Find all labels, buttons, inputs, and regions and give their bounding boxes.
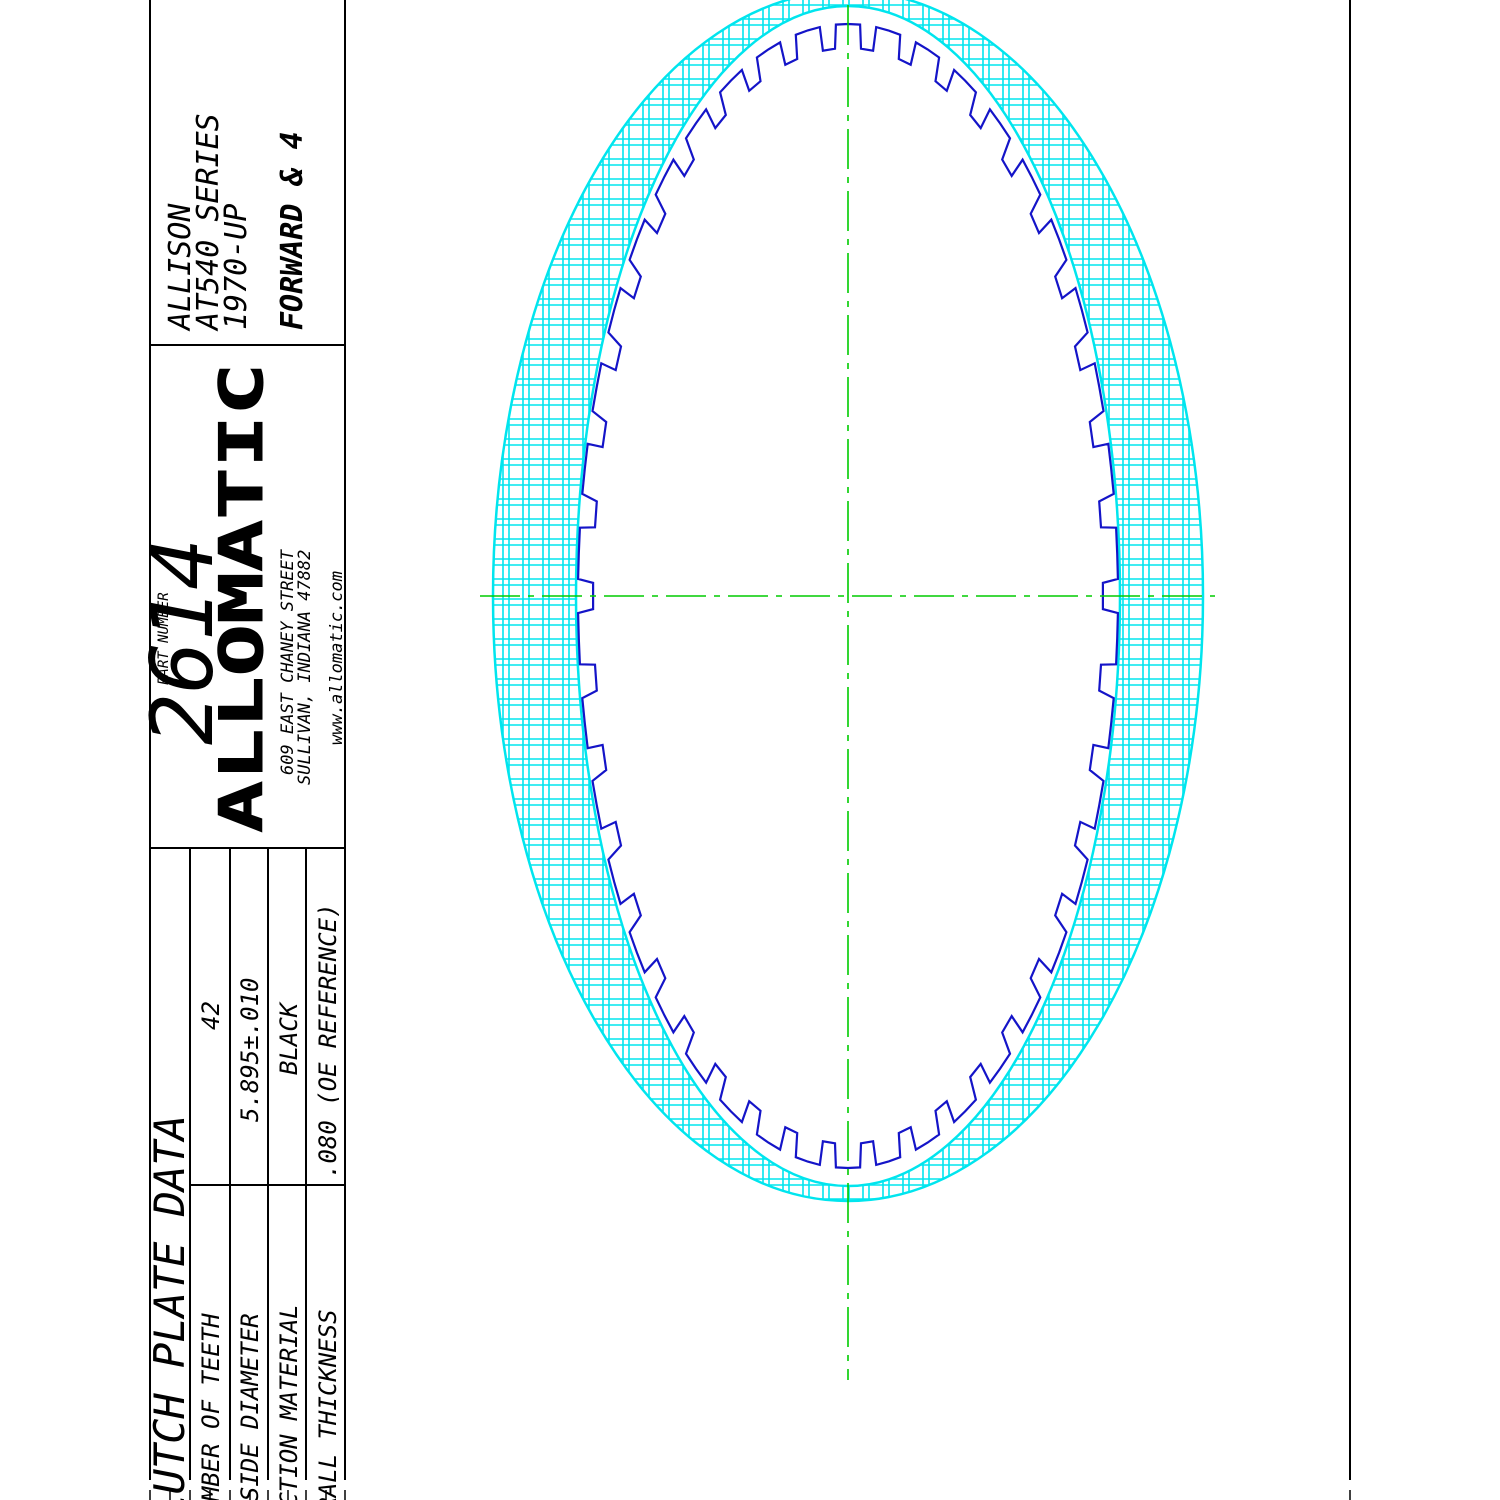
part-number-label: PART NUMBER (156, 592, 172, 685)
application-line-1: ALLISON (163, 203, 198, 332)
teeth-value: 42 (197, 1001, 225, 1030)
application-box: ALLISON AT540 SERIES 1970-UP FORWARD & 4 (163, 113, 310, 332)
clutch-plate-drawing (480, 0, 1215, 1380)
address-line-1: 609 EAST CHANEY STREET (278, 548, 298, 775)
clutch-plate-data-table: CLUTCH PLATE DATA NUMBER OF TEETH 42 INS… (145, 903, 342, 1500)
application-line-4: FORWARD & 4 (275, 131, 310, 330)
sheet-border (149, 0, 1351, 1480)
overall-thickness-label: OVERALL THICKNESS (314, 1309, 342, 1500)
address-line-2: SULLIVAN, INDIANA 47882 (295, 550, 315, 785)
title-block: PART NUMBER 2614 ALLOMATIC 609 EAST CHAN… (133, 363, 347, 834)
company-logo: ALLOMATIC (207, 363, 277, 833)
internal-spline-teeth (576, 22, 1120, 1170)
friction-material-label: FRICTION MATERIAL (275, 1304, 303, 1500)
friction-material-value: BLACK (275, 1001, 303, 1075)
bottom-tick-marks (149, 1490, 1351, 1500)
overall-thickness-value: .080 (OE REFERENCE) (314, 903, 342, 1178)
part-number: 2614 (133, 538, 233, 745)
inside-diameter-value: 5.895±.010 (236, 978, 264, 1123)
data-table-heading: CLUTCH PLATE DATA (145, 1115, 194, 1500)
inside-diameter-label: INSIDE DIAMETER (236, 1313, 264, 1500)
centerlines (480, 5, 1215, 1380)
application-line-3: 1970-UP (219, 204, 254, 330)
application-line-2: AT540 SERIES (191, 113, 226, 332)
company-website: www.allomatic.com (327, 571, 347, 745)
teeth-label: NUMBER OF TEETH (197, 1313, 225, 1500)
